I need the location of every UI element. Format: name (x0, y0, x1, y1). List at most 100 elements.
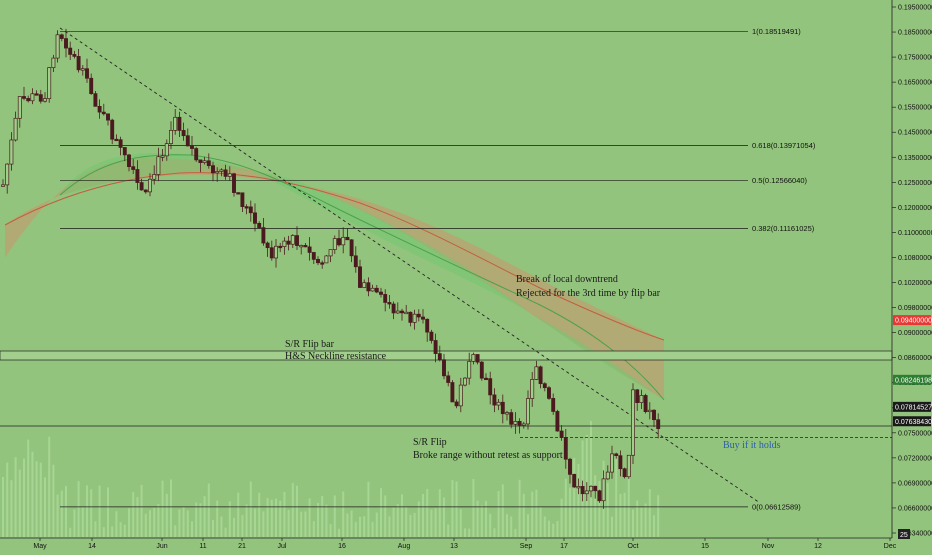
candle (631, 383, 635, 465)
breakout-note-line2: Rejected for the 3rd time by flip bar (516, 288, 661, 299)
volume-bar (90, 489, 93, 537)
volume-bar (115, 511, 118, 537)
volume-bar (350, 510, 353, 537)
candle (416, 309, 421, 322)
volume-bar (128, 508, 130, 537)
candle (173, 108, 178, 135)
volume-bar (564, 478, 567, 537)
volume-bar (312, 521, 315, 537)
x-tick-label: 21 (238, 543, 246, 550)
candle (446, 371, 451, 387)
volume-bar (434, 508, 437, 537)
candle (349, 239, 354, 263)
x-tick-label: 11 (199, 543, 206, 550)
buy-note: Buy if it holds (723, 440, 781, 451)
sr-flip-note-line1: S/R Flip (413, 437, 447, 448)
candle (303, 242, 308, 248)
volume-bar (287, 509, 290, 537)
volume-bar (569, 487, 571, 537)
volume-bar (270, 499, 273, 537)
candle (379, 287, 383, 298)
volume-bar (300, 511, 303, 537)
flip-bar-note-line2: H&S Neckline resistance (285, 351, 387, 362)
volume-bar (186, 510, 189, 537)
volume-bar (636, 500, 639, 537)
candle (496, 398, 501, 411)
candle (9, 132, 14, 171)
volume-bar (279, 500, 282, 537)
volume-bar (52, 464, 55, 537)
candle (484, 373, 488, 381)
volume-bar (476, 500, 479, 537)
price-badge-label: 0.09400000 (895, 318, 932, 325)
candle (412, 309, 417, 330)
volume-bar (405, 506, 408, 537)
candle (513, 412, 518, 434)
candle (626, 454, 631, 480)
price-badge: 0.09400000 (893, 315, 932, 326)
candle (353, 246, 358, 273)
watermark-box (898, 529, 910, 539)
volume-bar (573, 457, 576, 537)
y-tick-label: 0.07500000 (898, 430, 932, 437)
volume-bar (157, 504, 160, 537)
candle (324, 254, 329, 264)
volume-bar (203, 496, 206, 537)
volume-bar (354, 521, 357, 537)
candle (202, 156, 207, 165)
volume-bar (653, 515, 655, 537)
candle (22, 86, 26, 101)
candle (593, 485, 598, 499)
volume-bar (426, 489, 429, 537)
volume-bars (2, 421, 660, 537)
volume-bar (598, 480, 601, 537)
candle (471, 352, 476, 365)
candle (387, 295, 392, 309)
candle (211, 161, 215, 182)
x-tick-label: 12 (814, 543, 822, 550)
fib-level-label: 0.618(0.13971054) (752, 141, 816, 150)
candle (232, 172, 236, 197)
volume-bar (392, 507, 395, 537)
volume-bar (245, 504, 248, 537)
volume-bar (632, 509, 634, 537)
candle (181, 122, 186, 141)
candle (639, 389, 644, 410)
volume-bar (552, 523, 555, 537)
candle (34, 90, 39, 96)
volume-bar (111, 526, 114, 537)
candle (295, 226, 299, 251)
volume-bar (506, 514, 508, 537)
volume-bar (518, 479, 521, 537)
downtrend-line (59, 27, 761, 504)
candle (332, 235, 337, 254)
volume-bar (191, 521, 193, 537)
candle (64, 28, 68, 58)
candle (76, 49, 81, 73)
volume-bar (86, 485, 88, 537)
y-tick-label: 0.12500000 (898, 180, 932, 187)
y-tick-label: 0.09800000 (898, 305, 932, 312)
candle (601, 470, 606, 509)
breakout-note-line1: Break of local downtrend (516, 274, 618, 285)
volume-bar (531, 491, 534, 537)
volume-bar (2, 476, 4, 537)
candle (106, 113, 110, 126)
volume-bar (23, 458, 25, 537)
candle (479, 360, 484, 381)
candle (534, 360, 539, 380)
candle (143, 189, 148, 194)
flip-bar-note-line1: S/R Flip bar (285, 339, 335, 350)
candlesticks (1, 28, 661, 509)
candle (475, 354, 480, 365)
volume-bar (81, 506, 84, 537)
volume-bar (10, 480, 13, 537)
candle (135, 160, 140, 190)
volume-bar (266, 498, 269, 537)
volume-bar (623, 492, 626, 537)
candle (610, 445, 614, 479)
volume-bar (207, 483, 210, 537)
candle (282, 237, 287, 255)
price-badge: 0.08246198 (893, 374, 932, 385)
